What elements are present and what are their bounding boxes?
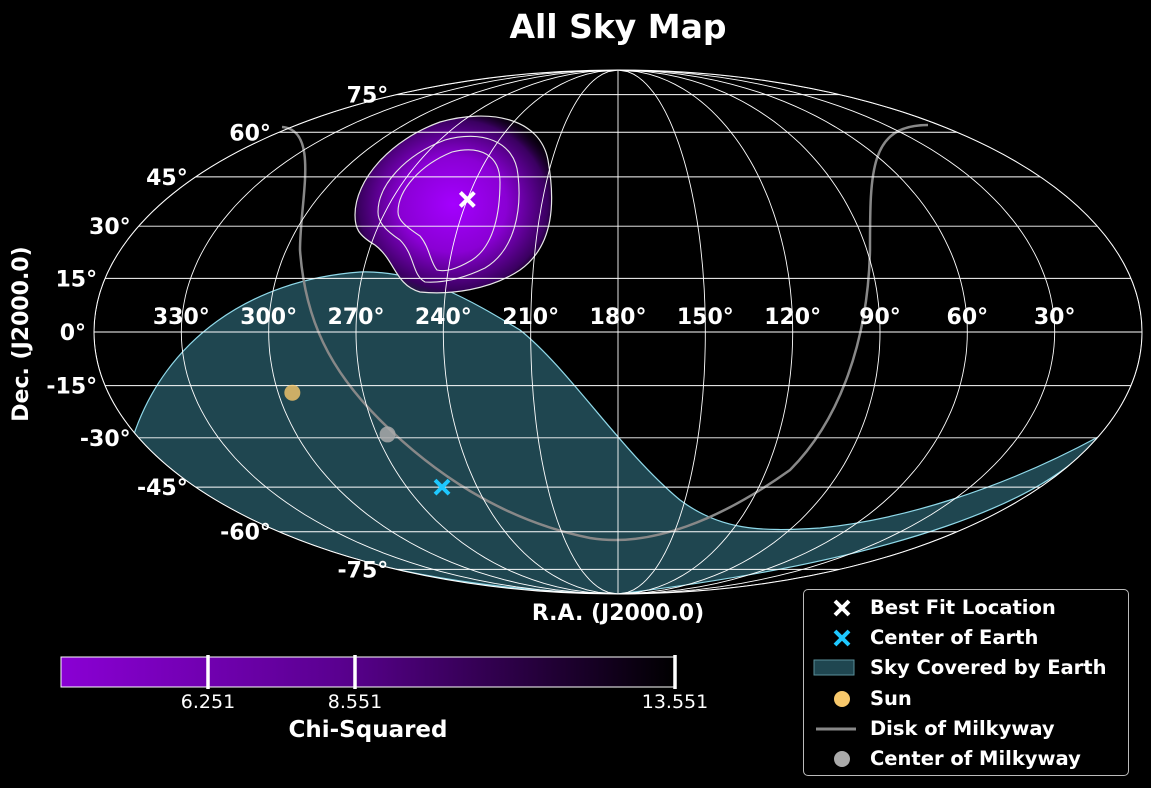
legend-item-best-fit: Best Fit Location [804,593,1128,623]
gray-line-icon [816,727,856,731]
cyan-x-icon [833,629,851,647]
milkyway-disk-line [281,123,929,542]
dec-tick-label: 75° [347,84,389,109]
legend-label: Center of Earth [870,626,1039,649]
ra-tick-label: 240° [415,305,472,330]
ra-tick-label: 30° [1034,305,1076,330]
legend-item-milkyway-center: Center of Milkyway [804,744,1128,774]
legend-label: Sky Covered by Earth [870,656,1107,679]
legend: Best Fit Location Center of Earth Sky Co… [803,589,1129,776]
y-axis-label: Dec. (J2000.0) [9,246,34,421]
ra-tick-labels: 330° 300° 270° 240° 210° 180° 150° 120° 90° 60° 30… [153,305,1076,330]
legend-item-center-of-earth: Center of Earth [804,623,1128,653]
white-x-icon [833,599,851,617]
sun-marker [284,384,301,401]
teal-patch-icon [813,659,855,676]
legend-label: Best Fit Location [870,596,1056,619]
x-axis-label: R.A. (J2000.0) [532,601,704,626]
sky-boundary [93,69,1143,595]
legend-label: Disk of Milkyway [870,717,1055,740]
legend-label: Sun [870,687,912,710]
dec-tick-label: -30° [80,427,131,452]
dec-tick-label: 60° [229,121,271,146]
ra-tick-label: 60° [947,305,989,330]
sun-dot-icon [834,691,850,707]
dec-tick-label: 0° [60,321,86,346]
colorbar-label: Chi-Squared [288,717,447,743]
colorbar-bar [60,656,677,688]
dec-tick-labels: 75° 60° 45° 30° 15° 0° -15° -30°-45° -60° -75° [46,84,388,584]
ra-tick-label: 180° [590,305,647,330]
dec-tick-label: -45° [137,476,188,501]
ra-tick-label: 120° [764,305,821,330]
best-fit-marker [458,190,476,208]
ra-tick-label: 270° [328,305,385,330]
dec-tick-label: 45° [146,166,188,191]
colorbar-tick-label: 6.251 [181,691,235,713]
markers [284,190,476,496]
dec-tick-label: -15° [46,375,97,400]
chart-title: All Sky Map [509,7,726,46]
gray-dot-icon [834,751,850,767]
legend-item-sun: Sun [804,684,1128,714]
ra-tick-label: 210° [502,305,559,330]
dec-tick-label: -75° [338,558,389,583]
dec-tick-label: -60° [220,521,271,546]
legend-label: Center of Milkyway [870,747,1081,770]
colorbar: 6.251 8.551 13.551 Chi-Squared [60,655,708,743]
best-fit-blob [354,115,553,294]
ra-tick-label: 300° [240,305,297,330]
milkyway-center-marker [379,426,396,443]
legend-item-milkyway-disk: Disk of Milkyway [804,714,1128,744]
legend-item-earth-coverage: Sky Covered by Earth [804,653,1128,683]
ra-tick-label: 90° [859,305,901,330]
colorbar-tick-label: 13.551 [642,691,708,713]
ra-tick-label: 150° [677,305,734,330]
coordinate-grid [94,70,1142,594]
colorbar-tick-label: 8.551 [328,691,382,713]
dec-tick-label: 30° [89,215,131,240]
ra-tick-label: 330° [153,305,210,330]
dec-tick-label: 15° [56,267,98,292]
center-of-earth-marker [433,478,451,496]
